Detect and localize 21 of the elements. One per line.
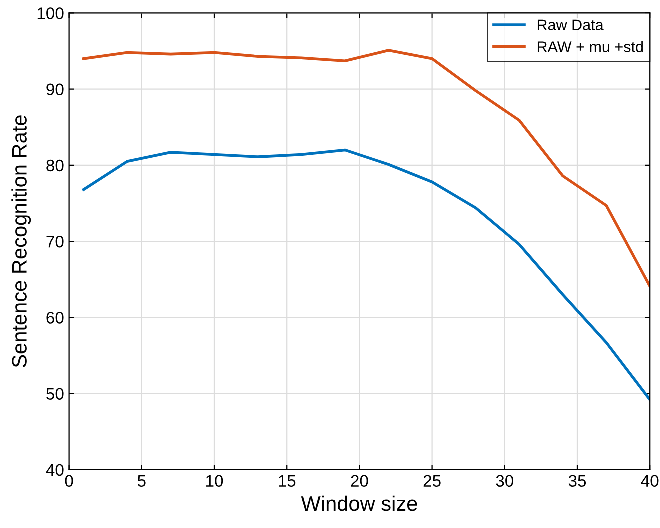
y-tick-label: 80 <box>46 160 64 172</box>
y-tick-label: 50 <box>46 388 64 400</box>
legend-label: Raw Data <box>538 20 604 31</box>
x-tick-label: 15 <box>279 475 296 488</box>
x-tick-label: 35 <box>568 475 586 488</box>
y-axis-title: Sentence Recognition Rate <box>12 116 32 368</box>
legend-label: RAW + mu +std <box>538 41 644 52</box>
x-tick-label: 5 <box>138 475 146 488</box>
y-tick-label: 100 <box>38 8 64 20</box>
x-tick-label: 10 <box>206 475 224 488</box>
x-axis-title: Window size <box>301 496 418 512</box>
y-tick-label: 90 <box>46 84 64 96</box>
x-tick-label: 25 <box>424 475 441 488</box>
y-tick-label: 70 <box>46 236 64 248</box>
x-tick-label: 0 <box>65 475 74 488</box>
y-tick-label: 40 <box>46 464 64 476</box>
x-tick-label: 30 <box>496 475 514 488</box>
x-tick-label: 20 <box>351 475 368 488</box>
line-series <box>82 148 650 402</box>
y-tick-label: 60 <box>46 312 64 324</box>
x-tick-label: 40 <box>641 475 659 488</box>
